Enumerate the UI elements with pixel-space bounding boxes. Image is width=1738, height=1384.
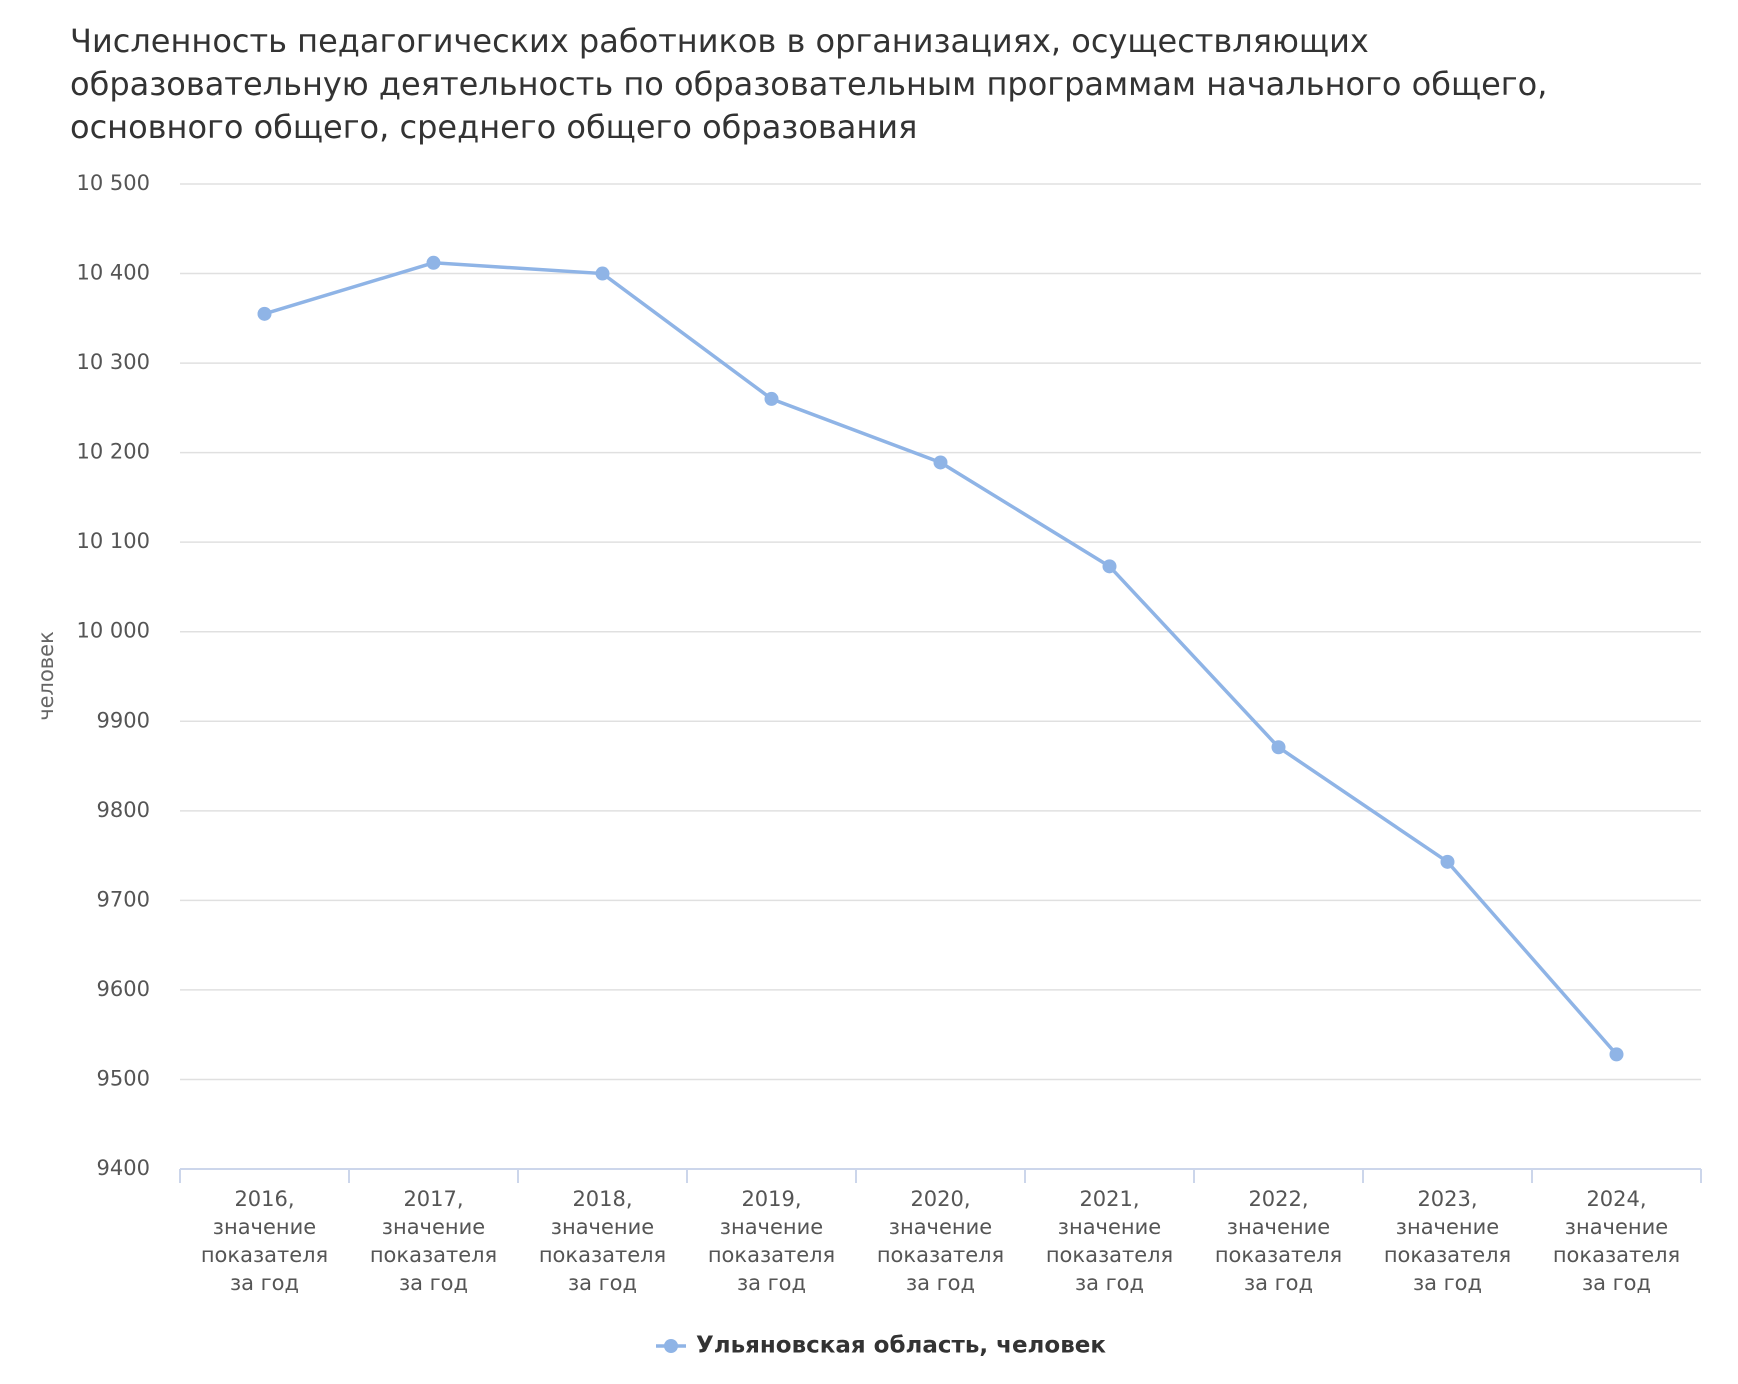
x-tick-label: 2016, значение показателя за год xyxy=(200,1187,329,1295)
point xyxy=(1102,559,1117,574)
point xyxy=(426,255,441,270)
point xyxy=(764,391,779,406)
x-tick-label: 2017, значение показателя за год xyxy=(369,1187,498,1295)
y-axis-title: человек xyxy=(34,631,58,721)
y-tick-label: 9500 xyxy=(97,1066,150,1090)
y-tick-label: 9600 xyxy=(97,977,150,1001)
point xyxy=(1440,854,1455,869)
point xyxy=(933,455,948,470)
line xyxy=(263,261,1618,1056)
y-tick-label: 10 200 xyxy=(77,440,150,464)
y-tick-label: 10 400 xyxy=(77,261,150,285)
y-tick-label: 9900 xyxy=(97,708,150,732)
y-tick-label: 9700 xyxy=(97,887,150,911)
x-tick-label: 2022, значение показателя за год xyxy=(1214,1187,1343,1295)
x-tick-label: 2018, значение показателя за год xyxy=(538,1187,667,1295)
x-tick-label: 2020, значение показателя за год xyxy=(876,1187,1005,1295)
point xyxy=(257,306,272,321)
x-tick-label: 2021, значение показателя за год xyxy=(1045,1187,1174,1295)
point xyxy=(595,266,610,281)
y-tick-label: 10 500 xyxy=(77,171,150,195)
point xyxy=(1609,1047,1624,1062)
legend-label[interactable]: Ульяновская область, человек xyxy=(696,1333,1106,1359)
chart-title: Численность педагогических работников в … xyxy=(70,22,1548,146)
x-tick-label: 2023, значение показателя за год xyxy=(1383,1187,1512,1295)
y-tick-label: 9400 xyxy=(97,1156,150,1180)
y-tick-label: 10 300 xyxy=(77,350,150,374)
y-tick-label: 9800 xyxy=(97,798,150,822)
legend-symbol xyxy=(664,1339,678,1353)
y-tick-label: 10 100 xyxy=(77,529,150,553)
x-tick-label: 2024, значение показателя за год xyxy=(1552,1187,1681,1295)
point xyxy=(1271,740,1286,755)
y-tick-label: 10 000 xyxy=(77,619,150,643)
x-tick-label: 2019, значение показателя за год xyxy=(707,1187,836,1295)
